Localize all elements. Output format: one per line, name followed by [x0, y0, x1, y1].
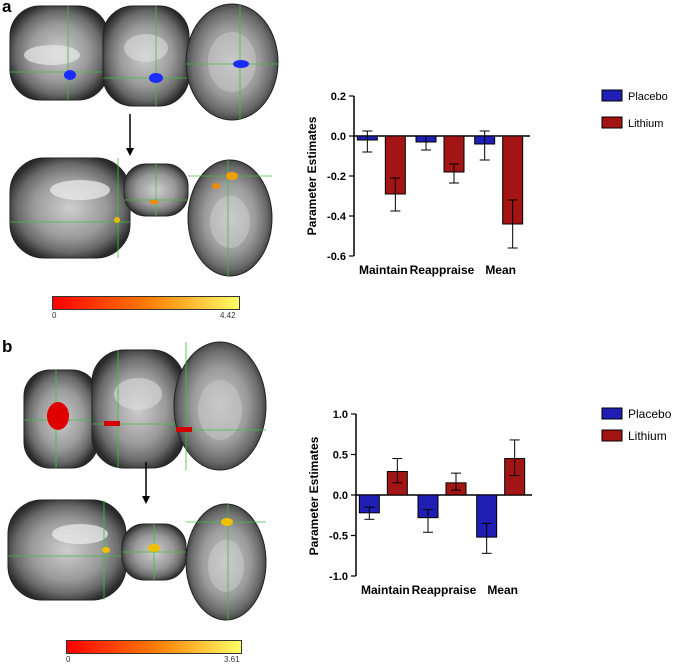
y-tick-label: 0.5 [333, 450, 348, 462]
y-tick-label: -0.4 [327, 211, 347, 223]
legend-swatch-lithium [601, 429, 623, 442]
x-category-label: Reappraise [412, 583, 477, 597]
sagittal-slice-a-top [9, 5, 109, 101]
chart-b: 1.0 0.5 0.0 -0.5 -1.0 Parameter Estimates Main… [307, 407, 672, 597]
chart-a: 0.2 0.0 -0.2 -0.4 -0.6 Parameter Estimates Mai… [305, 89, 668, 277]
y-tick-label: -0.5 [329, 531, 348, 543]
panel-b-label: b [2, 337, 13, 356]
axial-slice-a-bottom [187, 159, 273, 277]
x-category-label: Maintain [361, 583, 410, 597]
legend-label-placebo: Placebo [628, 407, 672, 421]
colorbar-a [52, 296, 240, 310]
coronal-slice-a-top [102, 5, 190, 107]
legend-swatch-placebo [601, 407, 623, 420]
y-tick-label: -1.0 [329, 571, 348, 583]
panel-a-brain-images [9, 3, 279, 277]
colorbar-a-min-label: 0 [52, 311, 57, 320]
sagittal-slice-b-top [23, 369, 99, 469]
x-category-label: Reappraise [410, 263, 475, 277]
y-axis-title: Parameter Estimates [307, 436, 321, 555]
axial-slice-a-top [185, 3, 279, 121]
colorbar-a-max-label: 4.42 [220, 311, 236, 320]
coronal-slice-b-bottom [121, 523, 187, 581]
legend-swatch-lithium [601, 116, 623, 129]
x-category-label: Mean [485, 263, 516, 277]
panel-b-brain-images [7, 341, 267, 621]
sagittal-slice-a-bottom [9, 157, 131, 259]
legend-swatch-placebo [601, 89, 623, 102]
y-tick-label: -0.6 [327, 251, 346, 263]
y-tick-label: 0.2 [331, 91, 346, 103]
down-arrow-icon [126, 114, 134, 156]
y-tick-label: 1.0 [333, 409, 348, 421]
y-axis-title: Parameter Estimates [305, 116, 319, 235]
coronal-slice-a-bottom [123, 163, 189, 217]
colorbar-b-max-label: 3.61 [224, 655, 240, 664]
y-tick-label: 0.0 [331, 131, 346, 143]
x-category-label: Mean [487, 583, 518, 597]
down-arrow-icon [142, 462, 150, 504]
colorbar-b [66, 640, 242, 654]
axial-slice-b-bottom [185, 503, 267, 621]
panel-a-label: a [2, 0, 12, 16]
x-category-label: Maintain [359, 263, 408, 277]
sagittal-slice-b-bottom [7, 499, 127, 601]
legend-label-lithium: Lithium [628, 429, 667, 443]
y-tick-label: -0.2 [327, 171, 346, 183]
legend-label-placebo: Placebo [628, 91, 668, 103]
colorbar-b-min-label: 0 [66, 655, 71, 664]
y-tick-label: 0.0 [333, 490, 348, 502]
axial-slice-b-top [173, 341, 267, 471]
legend-label-lithium: Lithium [628, 118, 663, 130]
coronal-slice-b-top [91, 349, 185, 469]
